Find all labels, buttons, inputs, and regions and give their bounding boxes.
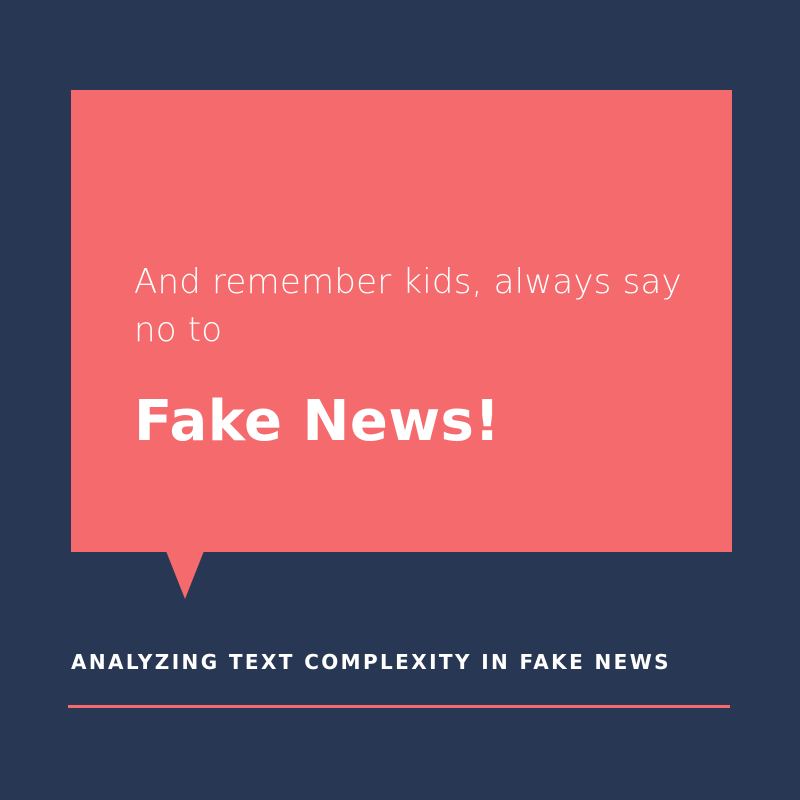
speech-bubble (71, 90, 732, 552)
bubble-headline: Fake News! (134, 389, 501, 454)
speech-bubble-tail (166, 551, 204, 599)
footer-title: ANALYZING TEXT COMPLEXITY IN FAKE NEWS (71, 650, 671, 674)
speech-bubble-text: And remember kids, always say no to Fake… (134, 258, 694, 456)
bubble-subtitle: And remember kids, always say no to (134, 262, 682, 350)
footer-divider (68, 705, 730, 708)
